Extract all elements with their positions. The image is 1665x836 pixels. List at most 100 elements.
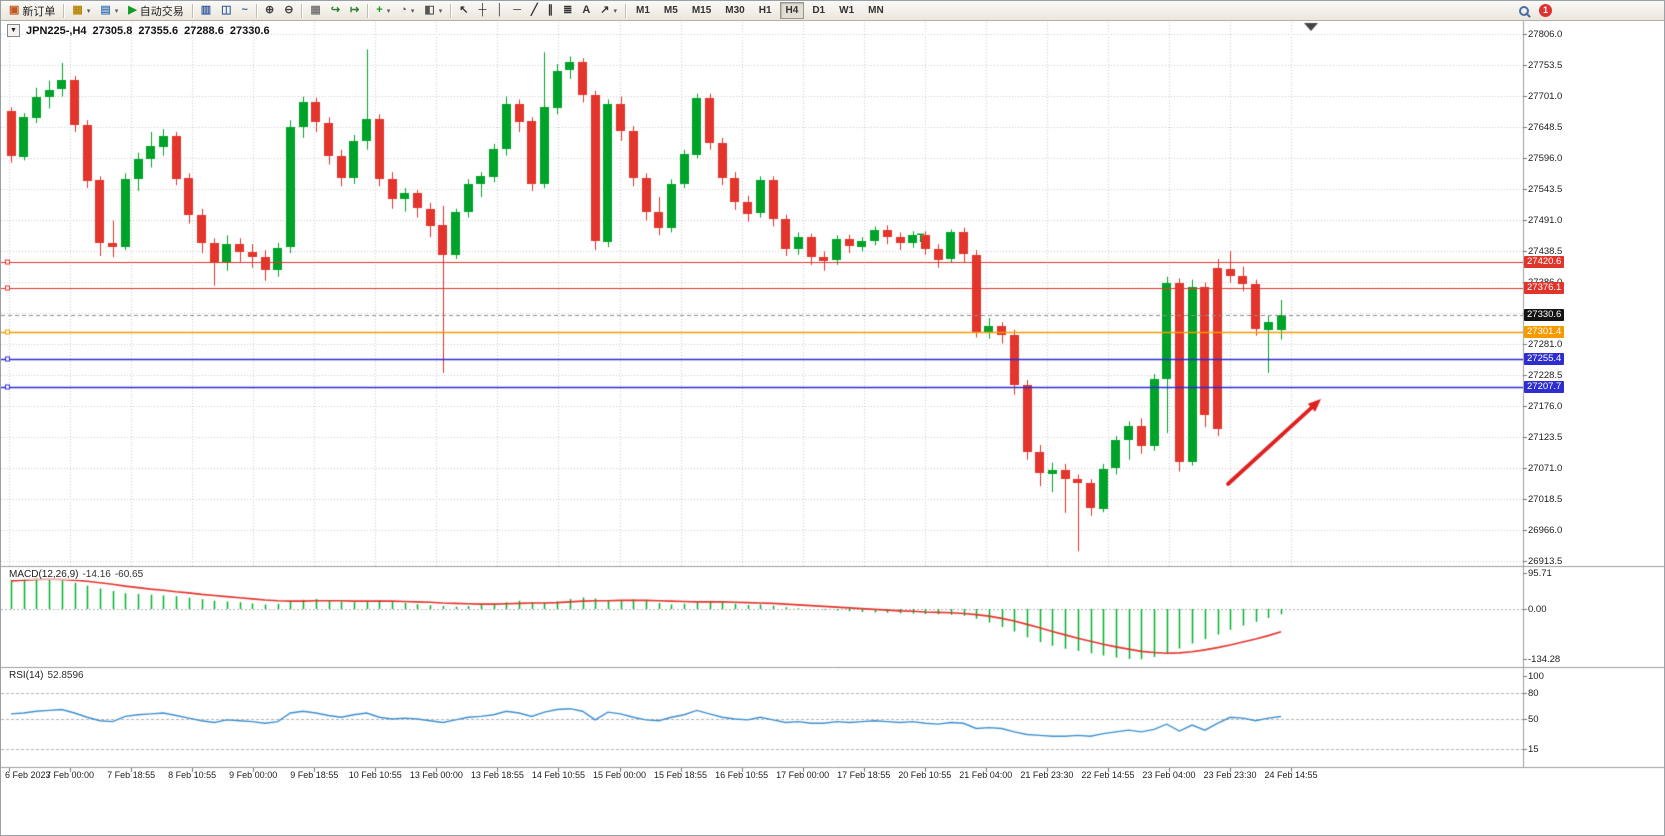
timeframe-m15[interactable]: M15 bbox=[686, 2, 717, 19]
rsi-label: RSI(14) 52.8596 bbox=[9, 670, 84, 681]
auto-scroll-icon: ↪ bbox=[330, 4, 341, 16]
auto-scroll-button[interactable]: ↪ bbox=[327, 2, 344, 19]
price-axis-label: 26913.5 bbox=[1528, 556, 1563, 567]
symbol-dropdown-button[interactable]: ▼ bbox=[7, 24, 20, 37]
price-axis-label: 27281.0 bbox=[1528, 339, 1563, 350]
trendline-button[interactable]: ╱ bbox=[527, 2, 542, 19]
ohlc-close: 27330.6 bbox=[229, 24, 270, 37]
macd-axis-label: 95.71 bbox=[1528, 568, 1552, 580]
time-axis-label: 13 Feb 18:55 bbox=[470, 770, 524, 780]
timeframe-m1[interactable]: M1 bbox=[630, 2, 656, 19]
price-axis-label: 27071.0 bbox=[1528, 463, 1563, 474]
toolbar-separator bbox=[450, 3, 452, 18]
channel-button[interactable]: ∥ bbox=[544, 2, 558, 19]
dropdown-caret-icon: ▾ bbox=[114, 7, 119, 15]
time-axis-label: 17 Feb 00:00 bbox=[776, 770, 830, 780]
candlestick-chart-button[interactable]: ◫ bbox=[217, 2, 235, 19]
chart-shift-icon: ↦ bbox=[350, 4, 360, 16]
price-line-label: 27420.6 bbox=[1524, 255, 1565, 268]
toolbar-separator bbox=[625, 3, 627, 18]
price-axis-label: 26966.0 bbox=[1528, 525, 1563, 536]
macd-name: MACD(12,26,9) bbox=[9, 569, 79, 580]
line-chart-icon: ~ bbox=[241, 4, 248, 16]
chart-letter-annotation: T bbox=[917, 231, 925, 245]
macd-value-main: -14.16 bbox=[82, 569, 111, 580]
vertical-line-button[interactable]: │ bbox=[492, 2, 507, 19]
price-line-label: 27330.6 bbox=[1524, 308, 1565, 321]
time-axis-label: 16 Feb 10:55 bbox=[715, 770, 769, 780]
chart-shift-button[interactable]: ↦ bbox=[346, 2, 363, 19]
rsi-axis-label: 50 bbox=[1528, 714, 1539, 725]
crosshair-button[interactable]: ┼ bbox=[475, 2, 491, 19]
timeframe-mn[interactable]: MN bbox=[862, 2, 890, 19]
line-chart-button[interactable]: ~ bbox=[238, 2, 252, 19]
text-icon: A bbox=[582, 4, 591, 16]
text-button[interactable]: A bbox=[578, 2, 594, 19]
bar-chart-icon: ▥ bbox=[200, 4, 212, 16]
search-button[interactable] bbox=[1515, 2, 1533, 19]
time-axis-label: 7 Feb 00:00 bbox=[46, 770, 95, 780]
zoom-in-icon: ⊕ bbox=[264, 4, 275, 16]
ohlc-high: 27355.6 bbox=[138, 24, 179, 37]
template-icon: ◧ bbox=[424, 4, 435, 16]
macd-axis-label: 0.00 bbox=[1528, 604, 1547, 615]
ohlc-open: 27305.8 bbox=[92, 24, 133, 37]
trendline-icon: ╱ bbox=[530, 4, 538, 16]
timeframe-toolbar: M1 M5 M15 M30 H1 H4 D1 W1 MN bbox=[622, 1, 891, 20]
dropdown-caret-icon: ▾ bbox=[410, 7, 415, 15]
rsi-value: 52.8596 bbox=[47, 670, 84, 681]
arrows-button[interactable]: ↗ ▾ bbox=[596, 2, 621, 19]
toolbar-separator bbox=[63, 3, 65, 18]
price-axis-label: 27491.0 bbox=[1528, 215, 1563, 226]
timeframe-d1[interactable]: D1 bbox=[806, 2, 831, 19]
timeframe-m30[interactable]: M30 bbox=[719, 2, 750, 19]
new-chart-button[interactable]: ▦ ▾ bbox=[68, 2, 94, 19]
zoom-out-icon: ⊖ bbox=[284, 4, 294, 16]
zoom-out-button[interactable]: ⊖ bbox=[280, 2, 297, 19]
timeframe-m5[interactable]: M5 bbox=[658, 2, 684, 19]
horizontal-line-button[interactable]: ─ bbox=[509, 2, 525, 19]
time-axis-label: 10 Feb 10:55 bbox=[348, 770, 402, 780]
profiles-icon: ▤ bbox=[100, 4, 111, 16]
tile-windows-button[interactable]: ▦ bbox=[306, 2, 324, 19]
fibonacci-icon: ≣ bbox=[563, 4, 573, 16]
dropdown-caret-icon: ▼ bbox=[10, 27, 17, 34]
price-line-label: 27376.1 bbox=[1524, 281, 1565, 294]
time-axis-label: 22 Feb 14:55 bbox=[1081, 770, 1135, 780]
crosshair-icon: ┼ bbox=[478, 4, 487, 16]
price-axis-label: 27543.5 bbox=[1528, 184, 1563, 195]
price-axis-label: 27806.0 bbox=[1528, 29, 1563, 40]
periods-button[interactable]: ◔ ▾ bbox=[396, 2, 418, 19]
profiles-button[interactable]: ▤ ▾ bbox=[96, 2, 122, 19]
time-axis-label: 24 Feb 14:55 bbox=[1264, 770, 1318, 780]
time-axis-label: 9 Feb 18:55 bbox=[290, 770, 339, 780]
time-axis-label: 21 Feb 23:30 bbox=[1020, 770, 1074, 780]
bar-chart-button[interactable]: ▥ bbox=[197, 2, 215, 19]
price-axis-label: 27596.0 bbox=[1528, 153, 1563, 164]
indicators-button[interactable]: + ▾ bbox=[372, 2, 394, 19]
dropdown-caret-icon: ▾ bbox=[386, 7, 391, 15]
autotrading-button[interactable]: ▶ 自动交易 bbox=[124, 2, 187, 19]
cursor-button[interactable]: ↖ bbox=[455, 2, 472, 19]
price-axis-label: 27176.0 bbox=[1528, 401, 1563, 412]
time-axis-label: 7 Feb 18:55 bbox=[107, 770, 156, 780]
cursor-icon: ↖ bbox=[459, 4, 469, 16]
timeframe-h1[interactable]: H1 bbox=[753, 2, 778, 19]
time-axis-label: 15 Feb 00:00 bbox=[592, 770, 647, 780]
new-order-button-label: 新订单 bbox=[22, 5, 56, 18]
time-axis-label: 8 Feb 10:55 bbox=[168, 770, 217, 780]
channel-icon: ∥ bbox=[547, 4, 554, 16]
chart-title: ▼ JPN225-,H4 27305.8 27355.6 27288.6 273… bbox=[7, 24, 270, 37]
fibonacci-button[interactable]: ≣ bbox=[559, 2, 576, 19]
new-order-button[interactable]: ▣ 新订单 bbox=[5, 2, 59, 19]
time-axis-label: 23 Feb 04:00 bbox=[1142, 770, 1196, 780]
ohlc-low: 27288.6 bbox=[184, 24, 224, 37]
notifications-button[interactable]: 1 bbox=[1535, 2, 1556, 19]
timeframe-w1[interactable]: W1 bbox=[833, 2, 860, 19]
templates-button[interactable]: ◧ ▾ bbox=[420, 2, 446, 19]
rsi-axis-label: 100 bbox=[1528, 671, 1544, 682]
timeframe-h4[interactable]: H4 bbox=[779, 2, 805, 19]
zoom-in-button[interactable]: ⊕ bbox=[261, 2, 278, 19]
